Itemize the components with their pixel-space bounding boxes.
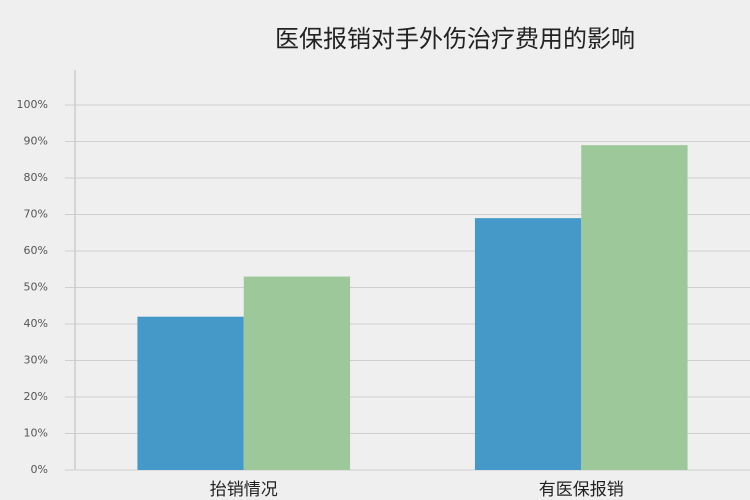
y-tick-label: 0% bbox=[31, 463, 48, 476]
y-tick-label: 50% bbox=[24, 281, 48, 294]
y-tick-label: 60% bbox=[24, 244, 48, 257]
y-tick-label: 90% bbox=[24, 135, 48, 148]
x-tick-label: 有医保报销 bbox=[539, 480, 624, 500]
y-tick-label: 10% bbox=[24, 427, 48, 440]
bar bbox=[137, 316, 244, 470]
bar bbox=[474, 218, 582, 470]
bar bbox=[243, 276, 351, 470]
y-tick-label: 20% bbox=[24, 390, 48, 403]
y-tick-label: 80% bbox=[24, 171, 48, 184]
y-tick-label: 40% bbox=[24, 317, 48, 330]
x-tick-label: 抬销情况 bbox=[210, 480, 278, 500]
bar bbox=[581, 145, 688, 470]
y-tick-label: 30% bbox=[24, 354, 48, 367]
y-tick-label: 70% bbox=[24, 208, 48, 221]
chart-title: 医保报销对手外伤治疗费用的影响 bbox=[275, 25, 635, 53]
y-tick-label: 100% bbox=[17, 98, 48, 111]
